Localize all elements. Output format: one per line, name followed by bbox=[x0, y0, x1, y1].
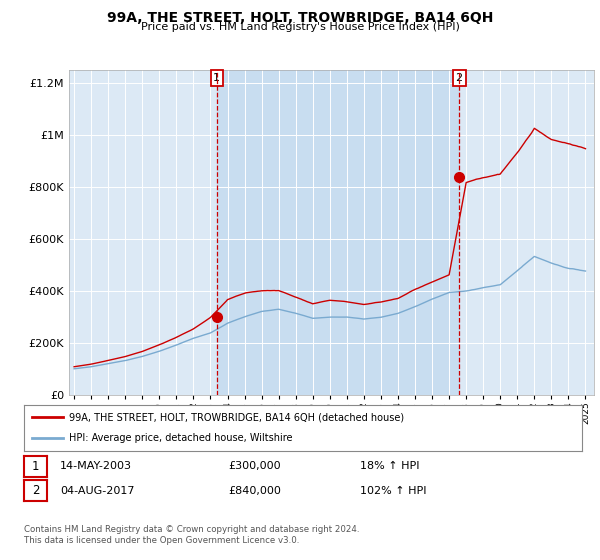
Text: 2: 2 bbox=[32, 484, 39, 497]
Text: 1: 1 bbox=[213, 73, 220, 83]
Text: 18% ↑ HPI: 18% ↑ HPI bbox=[360, 461, 419, 472]
Text: £300,000: £300,000 bbox=[228, 461, 281, 472]
Text: 2: 2 bbox=[455, 73, 463, 83]
Text: 102% ↑ HPI: 102% ↑ HPI bbox=[360, 486, 427, 496]
Text: Contains HM Land Registry data © Crown copyright and database right 2024.
This d: Contains HM Land Registry data © Crown c… bbox=[24, 525, 359, 545]
Text: 99A, THE STREET, HOLT, TROWBRIDGE, BA14 6QH: 99A, THE STREET, HOLT, TROWBRIDGE, BA14 … bbox=[107, 11, 493, 25]
Text: 04-AUG-2017: 04-AUG-2017 bbox=[60, 486, 134, 496]
Text: 14-MAY-2003: 14-MAY-2003 bbox=[60, 461, 132, 472]
Text: HPI: Average price, detached house, Wiltshire: HPI: Average price, detached house, Wilt… bbox=[68, 433, 292, 444]
Text: £840,000: £840,000 bbox=[228, 486, 281, 496]
Text: Price paid vs. HM Land Registry's House Price Index (HPI): Price paid vs. HM Land Registry's House … bbox=[140, 22, 460, 32]
Bar bbox=[217, 70, 459, 395]
Text: 1: 1 bbox=[32, 460, 39, 473]
Text: 99A, THE STREET, HOLT, TROWBRIDGE, BA14 6QH (detached house): 99A, THE STREET, HOLT, TROWBRIDGE, BA14 … bbox=[68, 412, 404, 422]
